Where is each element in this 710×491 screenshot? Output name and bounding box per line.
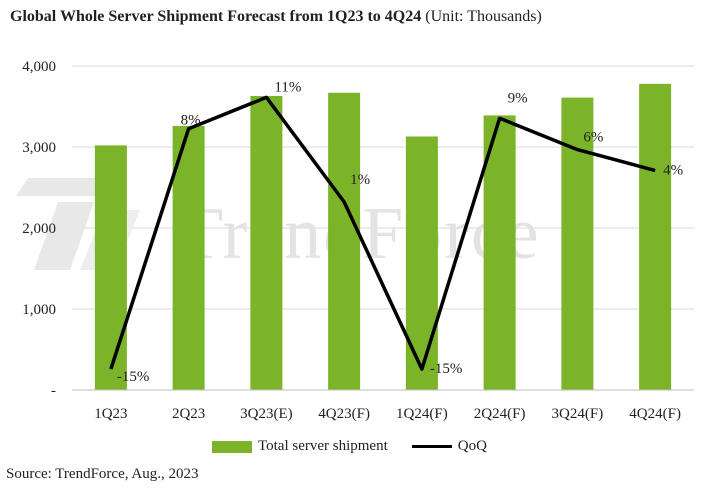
source-note: Source: TrendForce, Aug., 2023	[6, 466, 199, 482]
qoq-label: -15%	[117, 369, 150, 385]
y-tick-label: 1,000	[22, 302, 56, 318]
bar-series	[94, 83, 672, 390]
x-tick-label: 2Q23	[172, 406, 205, 422]
bar	[172, 125, 205, 390]
chart-title: Global Whole Server Shipment Forecast fr…	[10, 8, 542, 26]
legend-label-qoq: QoQ	[457, 438, 487, 454]
x-tick-label: 3Q23(E)	[240, 406, 293, 422]
qoq-labels: -15% 8% 11% 1% -15% 9% 6% 4%	[117, 79, 683, 385]
qoq-label: 4%	[663, 163, 683, 179]
bar	[483, 115, 516, 390]
x-tick-label: 4Q24(F)	[629, 406, 681, 422]
y-tick-label: 2,000	[22, 221, 56, 237]
bar	[405, 136, 438, 390]
y-axis-ticks: - 1,000 2,000 3,000 4,000	[22, 59, 56, 399]
qoq-label: 11%	[274, 79, 301, 95]
bar	[328, 92, 361, 390]
qoq-label: -15%	[430, 361, 463, 377]
chart-title-main: Global Whole Server Shipment Forecast fr…	[10, 8, 422, 25]
chart-title-unit: (Unit: Thousands)	[425, 8, 542, 25]
qoq-label: 9%	[508, 90, 528, 106]
x-axis-ticks: 1Q23 2Q23 3Q23(E) 4Q23(F) 1Q24(F) 2Q24(F) 3Q24…	[94, 406, 681, 422]
y-tick-label: 4,000	[22, 59, 56, 75]
x-tick-label: 3Q24(F)	[552, 406, 604, 422]
bar	[639, 83, 672, 390]
bar	[250, 95, 283, 390]
x-tick-label: 4Q23(F)	[318, 406, 370, 422]
bar	[94, 145, 127, 390]
qoq-line	[109, 95, 656, 371]
x-tick-label: 1Q23	[94, 406, 127, 422]
y-tick-label: 3,000	[22, 140, 56, 156]
qoq-label: 8%	[181, 113, 201, 129]
legend-swatch-line	[411, 445, 452, 448]
x-tick-label: 1Q24(F)	[396, 406, 448, 422]
qoq-label: 1%	[350, 172, 370, 188]
legend-label-shipment: Total server shipment	[258, 438, 388, 454]
y-tick-label: -	[51, 383, 56, 399]
legend-swatch-bar	[212, 440, 252, 453]
x-tick-label: 2Q24(F)	[474, 406, 526, 422]
qoq-label: 6%	[583, 130, 603, 146]
legend: Total server shipment QoQ	[212, 438, 487, 455]
